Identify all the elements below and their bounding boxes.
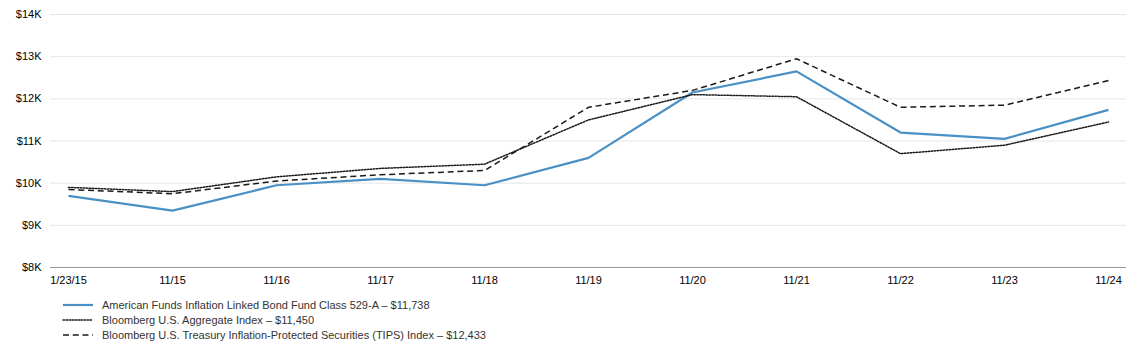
svg-text:11/23: 11/23 [991,274,1018,286]
svg-text:11/16: 11/16 [263,274,290,286]
html-text:American Funds Inflation Linke: American Funds Inflation Linked Bond Fun… [102,299,430,311]
svg-text:$8K: $8K [22,261,42,273]
svg-text:$12K: $12K [16,92,42,104]
svg-text:11/24: 11/24 [1095,274,1122,286]
svg-text:$10K: $10K [16,177,42,189]
svg-text:11/17: 11/17 [367,274,394,286]
svg-text:$14K: $14K [16,8,42,20]
svg-text:11/20: 11/20 [679,274,706,286]
svg-text:11/22: 11/22 [887,274,914,286]
svg-text:$11K: $11K [17,135,43,147]
svg-text:11/15: 11/15 [159,274,186,286]
html-text:Bloomberg U.S. Treasury Inflat: Bloomberg U.S. Treasury Inflation-Protec… [102,329,486,341]
svg-text:1/23/15: 1/23/15 [50,274,87,286]
svg-text:$13K: $13K [16,50,42,62]
svg-text:11/21: 11/21 [783,274,810,286]
svg-text:11/19: 11/19 [575,274,602,286]
svg-text:$9K: $9K [22,219,42,231]
svg-text:11/18: 11/18 [471,274,498,286]
html-text:Bloomberg U.S. Aggregate Index: Bloomberg U.S. Aggregate Index – $11,450 [102,314,314,326]
